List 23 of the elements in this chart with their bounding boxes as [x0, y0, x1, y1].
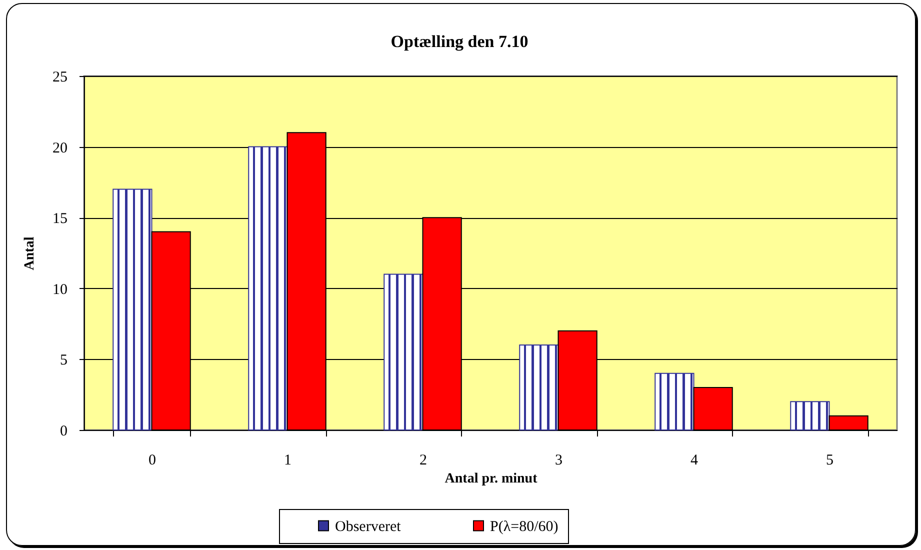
x-axis-title: Antal pr. minut [444, 472, 538, 486]
y-tick-label: 15 [52, 211, 68, 228]
x-tick-label: 3 [555, 452, 562, 468]
x-tick-label: 0 [148, 452, 156, 468]
y-tick-label: 0 [60, 424, 68, 440]
bar [790, 401, 830, 430]
bar [112, 188, 152, 430]
legend-label: P(λ=80/60) [490, 518, 558, 535]
bar [384, 274, 424, 430]
x-tick-label: 1 [284, 452, 292, 468]
y-tick-label: 20 [52, 140, 68, 156]
chart-title: Optælling den 7.10 [390, 32, 528, 51]
x-tick-label: 2 [420, 452, 427, 468]
bar [654, 372, 694, 430]
bar [248, 146, 288, 430]
y-axis-title: Antal [22, 236, 38, 270]
legend-label: Observeret [335, 518, 402, 535]
bar [519, 344, 559, 430]
x-tick-label: 5 [826, 452, 834, 468]
y-tick-label: 25 [52, 70, 68, 86]
y-tick-label: 5 [60, 352, 68, 369]
y-tick-label: 10 [52, 282, 68, 298]
x-tick-label: 4 [690, 452, 698, 468]
